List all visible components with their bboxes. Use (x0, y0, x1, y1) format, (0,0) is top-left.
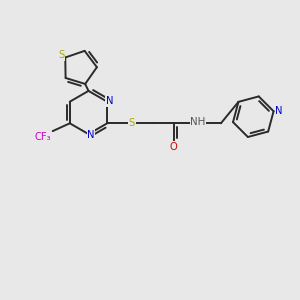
Text: N: N (275, 106, 283, 116)
Text: N: N (87, 130, 95, 140)
Text: S: S (58, 50, 65, 60)
Text: O: O (170, 142, 178, 152)
Text: CF₃: CF₃ (34, 132, 51, 142)
Text: S: S (129, 118, 135, 128)
Text: N: N (106, 96, 113, 106)
Text: NH: NH (190, 117, 206, 127)
